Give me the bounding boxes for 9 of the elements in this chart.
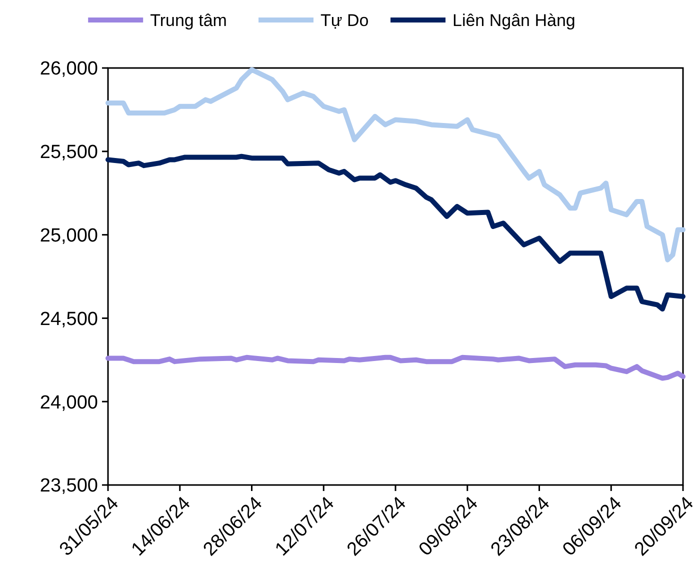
y-tick-label: 23,500 <box>40 476 98 497</box>
y-tick-label: 26,000 <box>40 58 98 80</box>
legend-label: Liên Ngân Hàng <box>452 10 576 30</box>
legend-label: Trung tâm <box>150 10 227 30</box>
y-tick-label: 25,500 <box>40 142 98 164</box>
y-tick-label: 25,000 <box>40 225 98 246</box>
y-tick-label: 24,500 <box>40 308 98 330</box>
y-tick-label: 24,000 <box>40 392 98 414</box>
legend-label: Tự Do <box>320 10 369 30</box>
